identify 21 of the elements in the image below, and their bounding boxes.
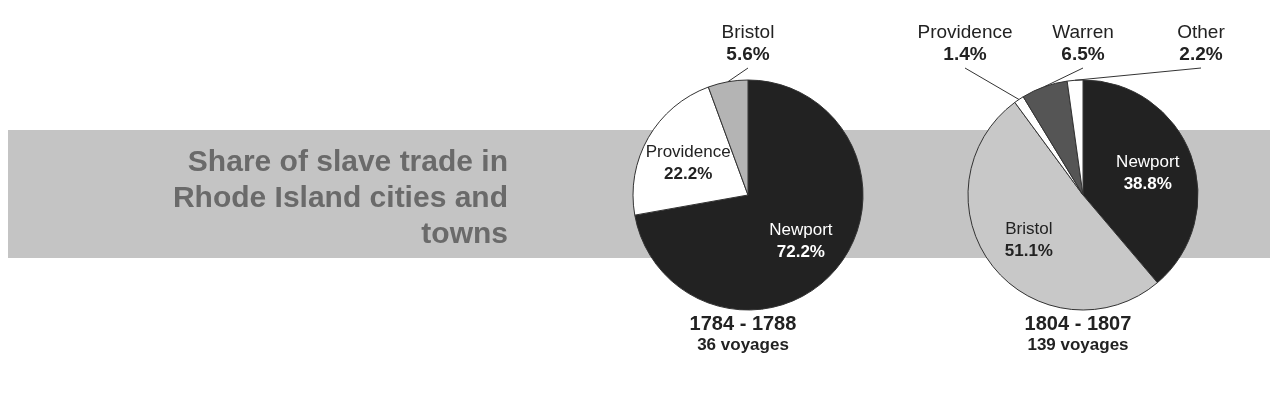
slice-label: Other <box>1177 21 1226 42</box>
slice-label: Providence <box>917 21 1013 42</box>
data-label: 2.2% <box>1179 43 1223 64</box>
data-label: 1.4% <box>943 43 987 64</box>
slice-label: Newport <box>1116 152 1180 172</box>
text: Share of slave trade in Rhode Island cities and towns <box>171 143 508 251</box>
data-label: 6.5% <box>1061 43 1105 64</box>
slice-label: Providence <box>645 141 731 161</box>
text: 1804 - 1807 <box>1023 312 1133 335</box>
data-label: 51.1% <box>1004 240 1053 260</box>
slice-label: Bristol <box>721 21 775 42</box>
text: 36 voyages <box>696 335 790 355</box>
slice-label: Bristol <box>1005 218 1053 238</box>
text: 1784 - 1788 <box>688 312 798 335</box>
data-label: 72.2% <box>776 242 825 262</box>
slice-label: Warren <box>1052 21 1114 42</box>
slice-label: Newport <box>769 220 833 240</box>
data-label: 5.6% <box>726 43 770 64</box>
data-label: 38.8% <box>1123 174 1172 194</box>
data-label: 22.2% <box>664 163 713 183</box>
text: 139 voyages <box>1026 335 1130 355</box>
